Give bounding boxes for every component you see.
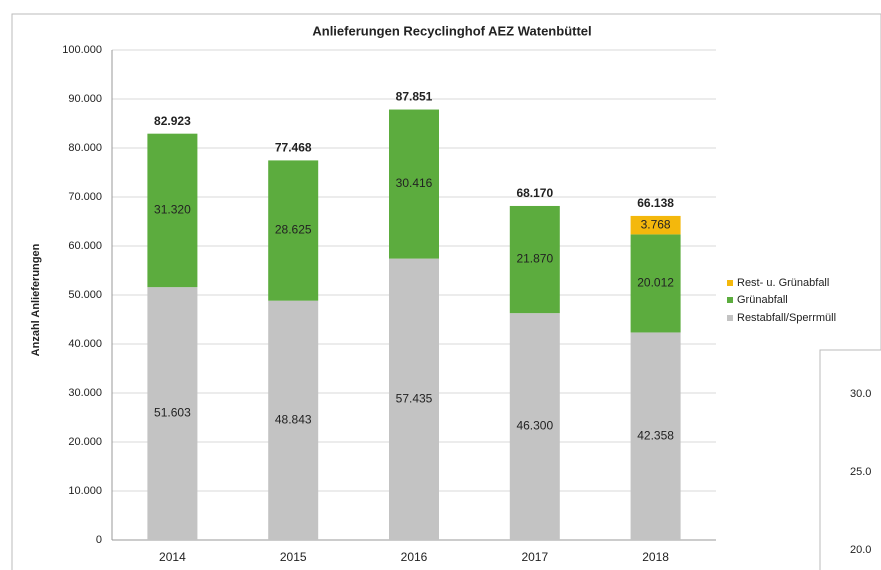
total-label: 87.851 [396, 90, 433, 104]
value-label: 57.435 [396, 391, 433, 405]
value-label: 42.358 [637, 428, 674, 442]
y-tick-label: 10.000 [68, 485, 102, 497]
y-tick-label: 80.000 [68, 142, 102, 154]
value-label: 28.625 [275, 223, 312, 237]
y-tick-label: 50.000 [68, 289, 102, 301]
legend-label: Restabfall/Sperrmüll [737, 312, 836, 324]
value-label: 31.320 [154, 203, 191, 217]
x-tick-label: 2018 [642, 550, 669, 564]
total-label: 82.923 [154, 114, 191, 128]
bar-segment [389, 258, 439, 540]
total-label: 66.138 [637, 196, 674, 210]
chart-frame [11, 13, 881, 570]
y-tick-label: 70.000 [68, 191, 102, 203]
x-tick-label: 2017 [521, 550, 548, 564]
y-tick-label: 30.0 [850, 388, 871, 400]
value-label: 21.870 [516, 252, 553, 266]
y-tick-label: 20.0 [850, 544, 871, 556]
y-tick-label: 60.000 [68, 240, 102, 252]
y-tick-label: 25.0 [850, 466, 871, 478]
total-label: 77.468 [275, 141, 312, 155]
value-label: 3.768 [641, 217, 671, 231]
legend-swatch [727, 280, 733, 286]
x-tick-label: 2016 [401, 550, 428, 564]
legend-label: Grünabfall [737, 294, 788, 306]
bar-segment [630, 234, 681, 333]
x-tick-label: 2015 [280, 550, 307, 564]
second-chart-frame [819, 349, 881, 570]
y-tick-label: 20.000 [68, 436, 102, 448]
x-tick-label: 2014 [159, 550, 186, 564]
bar-segment [630, 332, 681, 540]
y-tick-label: 40.000 [68, 338, 102, 350]
bar-segment [147, 133, 198, 288]
bar-segment [389, 109, 439, 259]
y-tick-label: 90.000 [68, 93, 102, 105]
legend-label: Rest- u. Grünabfall [737, 277, 829, 289]
bar-segment [147, 287, 198, 540]
bar-segment [268, 160, 319, 301]
total-label: 68.170 [516, 186, 553, 200]
value-label: 46.300 [516, 419, 553, 433]
y-tick-label: 0 [96, 534, 102, 546]
bar-segment [509, 205, 560, 314]
y-axis-label: Anzahl Anlieferungen [30, 243, 42, 356]
y-tick-label: 30.000 [68, 387, 102, 399]
value-label: 48.843 [275, 413, 312, 427]
chart-title: Anlieferungen Recyclinghof AEZ Watenbütt… [312, 23, 591, 38]
y-tick-label: 100.000 [62, 44, 102, 56]
bar-segment [268, 300, 319, 540]
value-label: 30.416 [396, 176, 433, 190]
bar-segment [509, 313, 560, 540]
value-label: 20.012 [637, 276, 674, 290]
legend-swatch [727, 315, 733, 321]
legend-swatch [727, 297, 733, 303]
bar-segment [630, 215, 681, 235]
value-label: 51.603 [154, 406, 191, 420]
